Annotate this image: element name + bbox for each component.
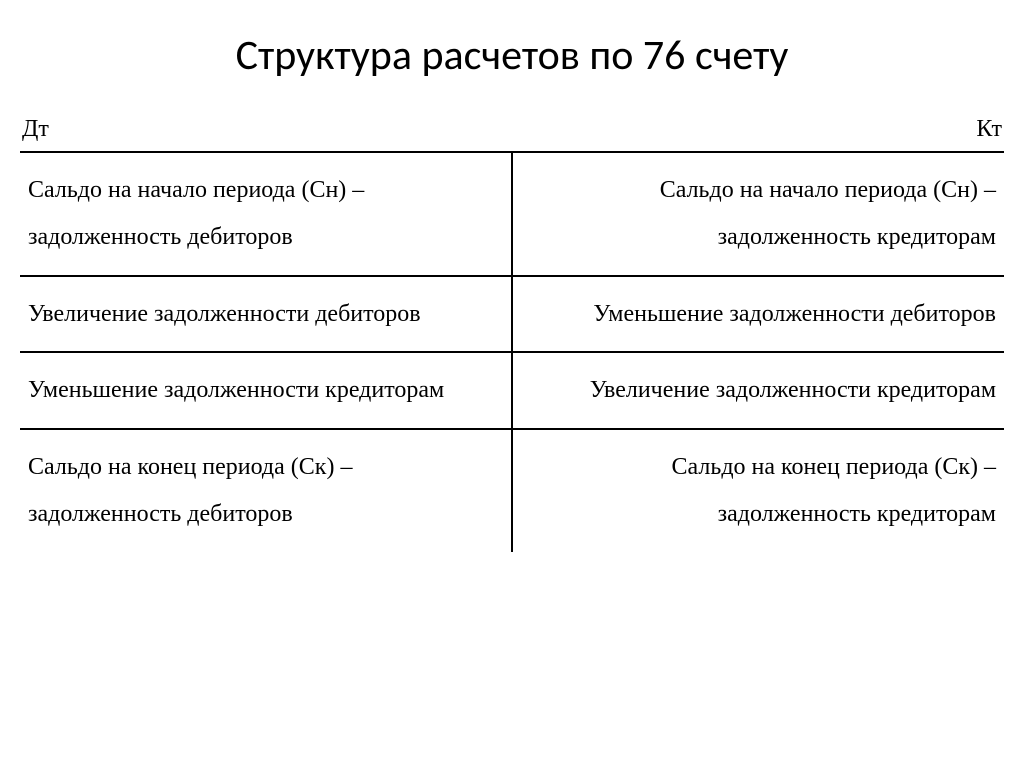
table-row: Сальдо на начало периода (Сн) – задолжен… [20, 152, 1004, 276]
table-row: Сальдо на конец периода (Ск) – задолженн… [20, 429, 1004, 552]
debit-cell: Сальдо на начало периода (Сн) – задолжен… [20, 152, 512, 276]
credit-header: Кт [512, 116, 1004, 143]
debit-cell: Увеличение задолженности дебиторов [20, 276, 512, 353]
table-header-row: Дт Кт [20, 116, 1004, 143]
accounting-table: Сальдо на начало периода (Сн) – задолжен… [20, 151, 1004, 552]
debit-cell: Уменьшение задолженности кредиторам [20, 352, 512, 429]
table-row: Увеличение задолженности дебиторов Умень… [20, 276, 1004, 353]
table-row: Уменьшение задолженности кредиторам Увел… [20, 352, 1004, 429]
credit-cell: Уменьшение задолженности дебиторов [512, 276, 1004, 353]
credit-cell: Увеличение задолженности кредиторам [512, 352, 1004, 429]
page-title: Структура расчетов по 76 счету [20, 30, 1004, 81]
credit-cell: Сальдо на конец периода (Ск) – задолженн… [512, 429, 1004, 552]
debit-header: Дт [20, 116, 512, 143]
debit-cell: Сальдо на конец периода (Ск) – задолженн… [20, 429, 512, 552]
credit-cell: Сальдо на начало периода (Сн) – задолжен… [512, 152, 1004, 276]
